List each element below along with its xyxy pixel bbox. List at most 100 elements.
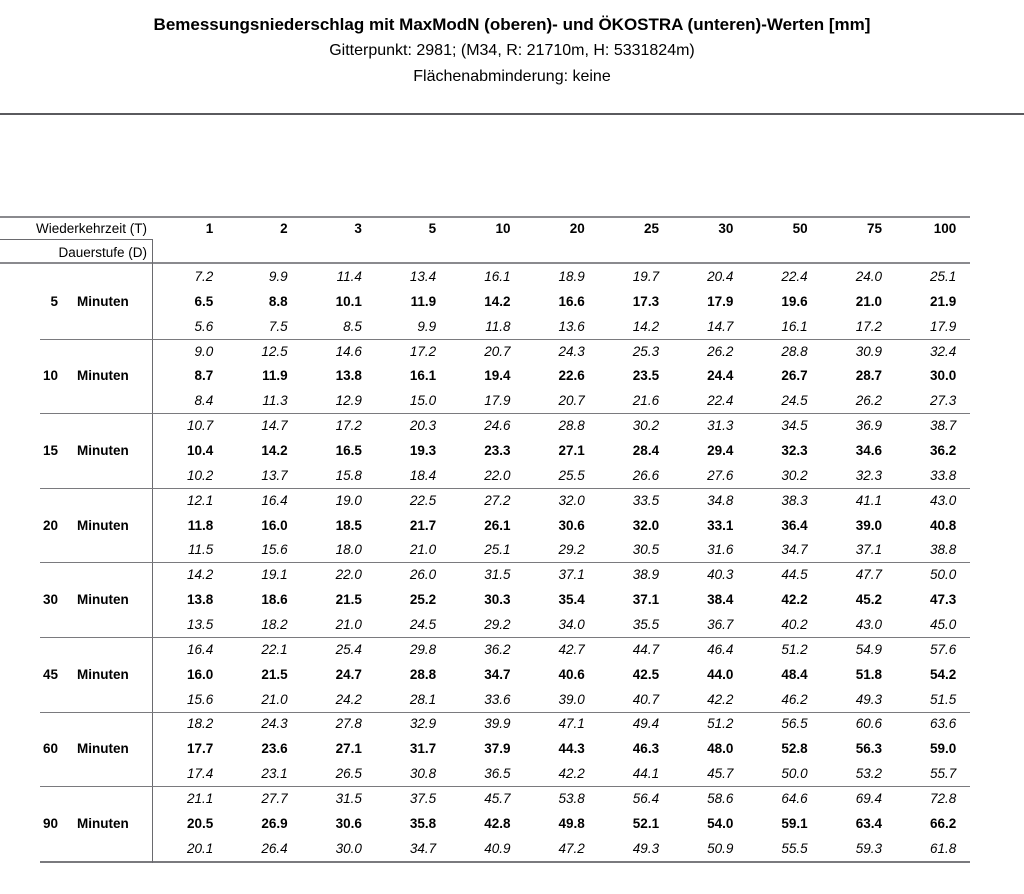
value-cell-15min-middle-T3: 16.5 [335,442,362,458]
duration-value: 90 [42,815,58,831]
value-cell-20min-middle-T2: 16.0 [261,517,288,533]
title-block: Bemessungsniederschlag mit MaxModN (ober… [0,0,1024,90]
col-header-T3: 3 [354,220,362,236]
value-cell-45min-middle-T5: 28.8 [409,666,437,682]
value-cell-90min-lower-T10: 40.9 [484,840,511,856]
row-20min-middle: 20 Minuten 11.8 16.0 18.5 21.7 26.1 30.6 32.0 33.… [0,513,970,538]
value-cell-10min-lower-T25: 21.6 [632,393,660,409]
value-cell-45min-middle-T100: 54.2 [929,666,957,682]
value-cell-10min-lower-T3: 12.9 [335,393,362,409]
value-cell-90min-lower-T50: 55.5 [781,840,808,856]
value-cell-30min-upper-T50: 44.5 [781,567,808,583]
value-cell-30min-lower-T30: 36.7 [707,617,734,633]
value-cell-15min-upper-T50: 34.5 [781,418,808,434]
value-cell-15min-lower-T2: 13.7 [261,467,288,483]
value-cell-60min-lower-T5: 30.8 [409,766,437,782]
value-cell-90min-upper-T25: 56.4 [632,791,660,807]
value-cell-45min-upper-T50: 51.2 [781,641,808,657]
value-cell-45min-middle-T1: 16.0 [187,666,214,682]
duration-label-60min: 60 Minuten [0,741,152,756]
duration-unit: Minuten [77,815,129,831]
duration-value: 20 [42,517,58,533]
value-cell-60min-upper-T25: 49.4 [632,716,660,732]
value-cell-90min-middle-T30: 54.0 [707,815,734,831]
value-cell-20min-middle-T10: 26.1 [484,517,511,533]
value-cell-30min-lower-T10: 29.2 [484,617,511,633]
value-cell-5min-lower-T50: 16.1 [781,318,808,334]
value-cell-20min-middle-T75: 39.0 [855,517,882,533]
value-cell-30min-middle-T10: 30.3 [484,592,511,608]
value-cell-30min-upper-T10: 31.5 [484,567,511,583]
value-cell-20min-middle-T3: 18.5 [335,517,362,533]
value-cell-10min-upper-T3: 14.6 [335,343,362,359]
value-cell-30min-upper-T75: 47.7 [855,567,882,583]
value-cell-60min-lower-T50: 50.0 [781,766,808,782]
value-cell-15min-middle-T50: 32.3 [781,442,808,458]
return-period-header-row: Wiederkehrzeit (T) 1 2 3 5 10 20 25 30 50 75 100 [0,216,970,240]
gridpoint-subtitle: Gitterpunkt: 2981; (M34, R: 21710m, H: 5… [329,42,695,59]
duration-label-15min: 15 Minuten [0,443,152,458]
value-cell-60min-lower-T20: 42.2 [558,766,585,782]
value-cell-30min-lower-T20: 34.0 [558,617,585,633]
value-cell-20min-lower-T20: 29.2 [558,542,585,558]
value-cell-90min-lower-T100: 61.8 [929,840,957,856]
row-10min-lower: 8.4 11.3 12.9 15.0 17.9 20.7 21.6 22.4 24.5 26.2 2… [0,388,970,413]
duration-unit: Minuten [77,666,129,682]
value-cell-20min-upper-T1: 12.1 [187,492,214,508]
value-cell-90min-upper-T50: 64.6 [781,791,808,807]
col-header-T1: 1 [205,220,214,236]
duration-label-90min: 90 Minuten [0,816,152,831]
value-cell-30min-upper-T20: 37.1 [558,567,585,583]
value-cell-10min-middle-T3: 13.8 [335,368,362,384]
value-cell-5min-middle-T1: 6.5 [194,293,214,309]
value-cell-60min-upper-T20: 47.1 [558,716,585,732]
value-cell-90min-upper-T20: 53.8 [558,791,585,807]
value-cell-30min-lower-T3: 21.0 [335,617,362,633]
value-cell-45min-upper-T25: 44.7 [632,641,660,657]
value-cell-5min-upper-T20: 18.9 [558,268,585,284]
value-cell-45min-upper-T5: 29.8 [409,641,437,657]
horizontal-rule [0,113,1024,115]
value-cell-20min-upper-T100: 43.0 [929,492,957,508]
value-cell-45min-lower-T5: 28.1 [409,691,437,707]
value-cell-45min-lower-T10: 33.6 [484,691,511,707]
value-cell-15min-upper-T10: 24.6 [484,418,511,434]
value-cell-5min-middle-T10: 14.2 [484,293,511,309]
value-cell-60min-lower-T25: 44.1 [632,766,660,782]
value-cell-45min-upper-T2: 22.1 [261,641,288,657]
value-cell-90min-lower-T25: 49.3 [632,840,660,856]
value-cell-15min-lower-T75: 32.3 [855,467,882,483]
duration-unit: Minuten [77,442,129,458]
return-period-label: Wiederkehrzeit (T) [35,220,147,236]
value-cell-90min-middle-T10: 42.8 [484,815,511,831]
value-cell-45min-upper-T1: 16.4 [187,641,214,657]
value-cell-10min-lower-T100: 27.3 [929,393,957,409]
value-cell-45min-upper-T10: 36.2 [484,641,511,657]
value-cell-90min-upper-T10: 45.7 [484,791,511,807]
value-cell-60min-middle-T100: 59.0 [929,741,957,757]
value-cell-90min-lower-T20: 47.2 [558,840,585,856]
value-cell-60min-middle-T2: 23.6 [261,741,288,757]
value-cell-60min-middle-T3: 27.1 [335,741,362,757]
value-cell-45min-upper-T20: 42.7 [558,641,585,657]
table-top-border [0,216,970,218]
table-bottom-border [40,860,970,863]
table-body: 7.2 9.9 11.4 13.4 16.1 18.9 19.7 20.4 22.4 24.0 25… [0,264,970,861]
duration-group-5min: 7.2 9.9 11.4 13.4 16.1 18.9 19.7 20.4 22.4 24.0 25… [0,264,970,339]
value-cell-90min-lower-T1: 20.1 [187,840,214,856]
col-header-T30: 30 [718,220,734,236]
duration-label-10min: 10 Minuten [0,368,152,383]
value-cell-20min-lower-T1: 11.5 [188,542,214,558]
value-cell-45min-middle-T75: 51.8 [855,666,882,682]
rainfall-table: Wiederkehrzeit (T) 1 2 3 5 10 20 25 30 50 75 100 D… [0,216,970,863]
value-cell-45min-middle-T3: 24.7 [335,666,362,682]
value-cell-45min-lower-T25: 40.7 [632,691,660,707]
value-cell-90min-lower-T3: 30.0 [335,840,362,856]
value-cell-10min-lower-T10: 17.9 [484,393,511,409]
value-cell-5min-lower-T100: 17.9 [929,318,957,334]
value-cell-10min-middle-T20: 22.6 [558,368,585,384]
value-cell-45min-upper-T75: 54.9 [855,641,882,657]
value-cell-20min-middle-T5: 21.7 [409,517,437,533]
value-cell-20min-upper-T20: 32.0 [558,492,585,508]
